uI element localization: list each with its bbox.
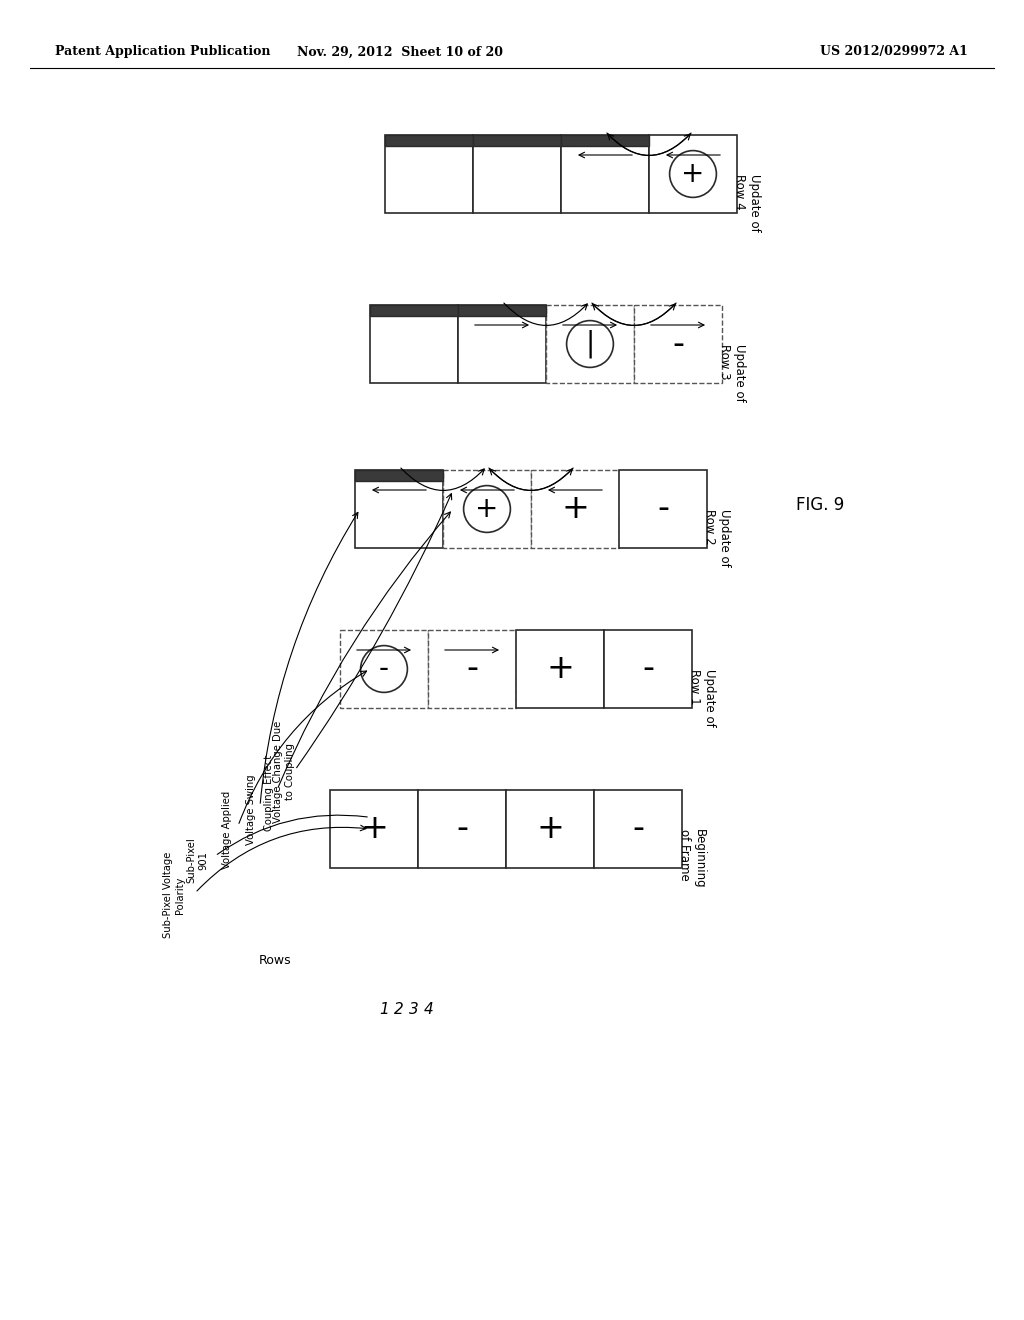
- Bar: [340, 630, 428, 708]
- Text: Nov. 29, 2012  Sheet 10 of 20: Nov. 29, 2012 Sheet 10 of 20: [297, 45, 503, 58]
- Text: Sub-Pixel
901: Sub-Pixel 901: [186, 837, 208, 883]
- Bar: [618, 470, 707, 548]
- Bar: [385, 135, 473, 147]
- Circle shape: [360, 645, 408, 693]
- Text: -: -: [657, 492, 669, 525]
- Text: Update of
Row 4: Update of Row 4: [733, 174, 761, 232]
- Bar: [418, 789, 506, 869]
- Bar: [649, 135, 737, 213]
- Text: Sub-Pixel Voltage
Polarity: Sub-Pixel Voltage Polarity: [164, 851, 185, 939]
- Text: Beginning
of Frame: Beginning of Frame: [678, 829, 706, 888]
- Text: 4: 4: [424, 1002, 434, 1018]
- Text: Voltage Swing: Voltage Swing: [246, 775, 256, 845]
- Bar: [428, 630, 516, 708]
- Bar: [458, 305, 546, 383]
- Bar: [634, 305, 722, 383]
- Text: -: -: [466, 652, 478, 685]
- Circle shape: [464, 486, 510, 532]
- Circle shape: [670, 150, 717, 198]
- Text: 2: 2: [394, 1002, 403, 1018]
- Bar: [531, 470, 618, 548]
- Bar: [604, 630, 692, 708]
- Bar: [443, 470, 531, 548]
- Text: +: +: [360, 813, 388, 846]
- Text: -: -: [379, 655, 389, 682]
- Bar: [473, 135, 561, 147]
- Text: -: -: [456, 813, 468, 846]
- Text: +: +: [536, 813, 564, 846]
- Bar: [546, 305, 634, 383]
- Bar: [355, 470, 443, 548]
- Bar: [370, 305, 458, 383]
- Bar: [506, 789, 594, 869]
- Bar: [385, 135, 473, 213]
- Bar: [516, 630, 604, 708]
- Text: |: |: [586, 330, 595, 358]
- Text: Voltage Change Due
to Coupling: Voltage Change Due to Coupling: [273, 721, 295, 824]
- Bar: [561, 135, 649, 213]
- Text: +: +: [561, 492, 589, 525]
- Circle shape: [566, 321, 613, 367]
- Text: Coupling Effect: Coupling Effect: [264, 755, 274, 832]
- Text: Rows: Rows: [259, 953, 291, 966]
- Text: -: -: [672, 327, 684, 360]
- Text: 1: 1: [379, 1002, 389, 1018]
- Text: Patent Application Publication: Patent Application Publication: [55, 45, 270, 58]
- Text: +: +: [546, 652, 573, 685]
- Text: Update of
Row 2: Update of Row 2: [703, 510, 731, 566]
- Text: Voltage Applied: Voltage Applied: [222, 791, 232, 869]
- Bar: [473, 135, 561, 213]
- Text: -: -: [642, 652, 654, 685]
- Text: -: -: [632, 813, 644, 846]
- Bar: [370, 305, 458, 315]
- Text: Update of
Row 3: Update of Row 3: [718, 345, 746, 401]
- Bar: [458, 305, 546, 315]
- Text: +: +: [681, 160, 705, 187]
- Text: +: +: [475, 495, 499, 523]
- Text: FIG. 9: FIG. 9: [796, 496, 844, 513]
- Text: 3: 3: [410, 1002, 419, 1018]
- Bar: [594, 789, 682, 869]
- Text: Update of
Row 1: Update of Row 1: [688, 669, 716, 727]
- Bar: [330, 789, 418, 869]
- Text: US 2012/0299972 A1: US 2012/0299972 A1: [820, 45, 968, 58]
- Bar: [355, 470, 443, 480]
- Bar: [561, 135, 649, 147]
